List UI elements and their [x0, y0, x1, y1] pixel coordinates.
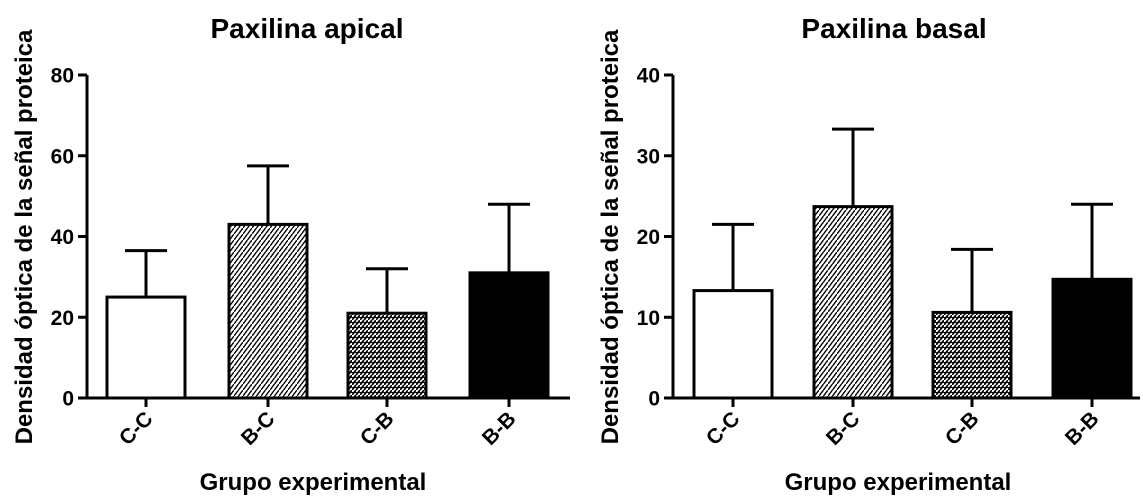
chart-panel-basal: Paxilina basal Densidad óptica de la señ…	[597, 13, 1140, 496]
x-tick-label: C-C	[702, 407, 745, 450]
x-tick-label: C-B	[356, 407, 399, 450]
bar-b-b	[468, 271, 550, 400]
y-tick-label: 20	[51, 307, 74, 330]
chart-title: Paxilina apical	[211, 13, 404, 44]
y-tick-label: 20	[637, 226, 660, 249]
y-tick-label: 40	[51, 226, 74, 249]
plot-area: 0 20 40 60 80 C-C B-C C-B B-B	[51, 65, 570, 450]
bar-b-b	[1051, 277, 1133, 400]
y-tick-label: 60	[51, 145, 74, 168]
y-axis-label: Densidad óptica de la señal proteica	[11, 29, 38, 444]
bar-b-c	[227, 222, 309, 400]
x-tick-label: C-B	[941, 407, 984, 450]
y-tick-label: 0	[62, 388, 74, 411]
bar-c-c	[692, 289, 774, 400]
x-tick-label: C-C	[115, 407, 158, 450]
x-tick-label: B-C	[237, 407, 280, 450]
x-tick-label: B-C	[822, 407, 865, 450]
x-axis-label: Grupo experimental	[785, 469, 1012, 496]
y-tick-label: 80	[51, 65, 74, 88]
plot-area: 0 10 20 30 40 C-C B-C C-B B-B	[637, 65, 1140, 450]
bar-b-c	[812, 205, 894, 400]
chart-title: Paxilina basal	[801, 13, 986, 44]
x-tick-label: B-B	[1061, 407, 1104, 450]
x-axis-label: Grupo experimental	[200, 469, 427, 496]
y-tick-label: 30	[637, 145, 660, 168]
bar-c-c	[105, 295, 187, 400]
bar-c-b	[346, 311, 428, 400]
chart-panel-apical: Paxilina apical Densidad óptica de la se…	[11, 13, 570, 496]
y-tick-label: 10	[637, 307, 660, 330]
y-tick-label: 0	[648, 388, 660, 411]
y-tick-label: 40	[637, 65, 660, 88]
y-axis-label: Densidad óptica de la señal proteica	[597, 29, 624, 444]
x-tick-label: B-B	[478, 407, 521, 450]
bar-c-b	[931, 310, 1013, 400]
